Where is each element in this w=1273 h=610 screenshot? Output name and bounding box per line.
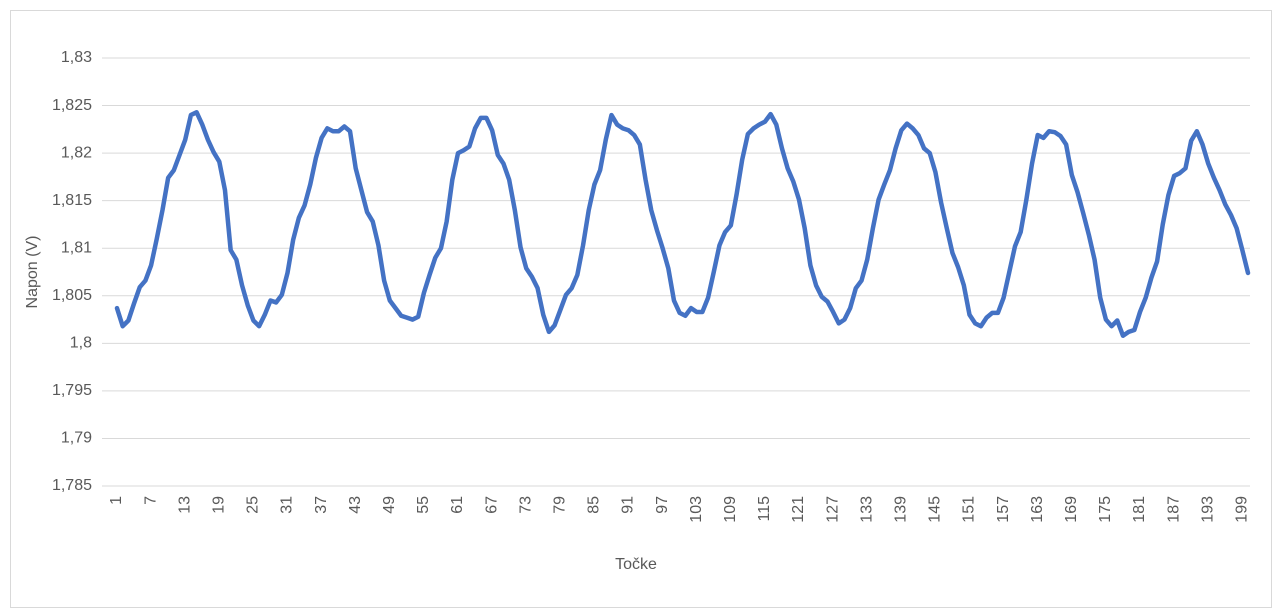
x-tick-label: 55 (415, 496, 432, 514)
x-tick-label: 139 (893, 496, 910, 523)
y-tick-label: 1,825 (52, 97, 92, 114)
x-tick-label: 169 (1063, 496, 1080, 523)
x-tick-label: 7 (142, 496, 159, 505)
x-tick-label: 85 (586, 496, 603, 514)
x-tick-label: 91 (620, 496, 637, 514)
y-axis-title: Napon (V) (24, 236, 41, 309)
x-tick-label: 61 (449, 496, 466, 514)
x-tick-label: 49 (381, 496, 398, 514)
x-tick-label: 121 (790, 496, 807, 523)
y-tick-label: 1,785 (52, 477, 92, 494)
x-tick-label: 1 (108, 496, 125, 505)
x-axis-title: Točke (615, 556, 657, 573)
x-tick-label: 133 (858, 496, 875, 523)
x-tick-label: 19 (211, 496, 228, 514)
y-tick-label: 1,82 (61, 144, 92, 161)
x-tick-label: 175 (1097, 496, 1114, 523)
x-tick-label: 31 (279, 496, 296, 514)
y-tick-label: 1,815 (52, 192, 92, 209)
x-tick-label: 43 (347, 496, 364, 514)
y-tick-label: 1,8 (70, 335, 92, 352)
y-tick-label: 1,805 (52, 287, 92, 304)
x-tick-label: 103 (688, 496, 705, 523)
x-tick-label: 109 (722, 496, 739, 523)
x-tick-label: 97 (654, 496, 671, 514)
y-tick-label: 1,79 (61, 430, 92, 447)
x-tick-label: 79 (552, 496, 569, 514)
y-tick-label: 1,83 (61, 49, 92, 66)
x-tick-label: 163 (1029, 496, 1046, 523)
x-tick-label: 13 (176, 496, 193, 514)
x-tick-label: 73 (517, 496, 534, 514)
x-tick-label: 151 (961, 496, 978, 523)
x-tick-label: 193 (1199, 496, 1216, 523)
x-tick-label: 199 (1234, 496, 1251, 523)
chart-border (10, 10, 1272, 608)
y-tick-label: 1,81 (61, 239, 92, 256)
x-tick-label: 145 (927, 496, 944, 523)
y-tick-label: 1,795 (52, 382, 92, 399)
x-tick-label: 37 (313, 496, 330, 514)
x-tick-label: 25 (245, 496, 262, 514)
x-tick-label: 67 (483, 496, 500, 514)
x-tick-label: 187 (1165, 496, 1182, 523)
x-tick-label: 181 (1131, 496, 1148, 523)
x-tick-label: 127 (824, 496, 841, 523)
x-tick-label: 157 (995, 496, 1012, 523)
data-line (114, 109, 1251, 338)
x-tick-label: 115 (756, 496, 773, 522)
